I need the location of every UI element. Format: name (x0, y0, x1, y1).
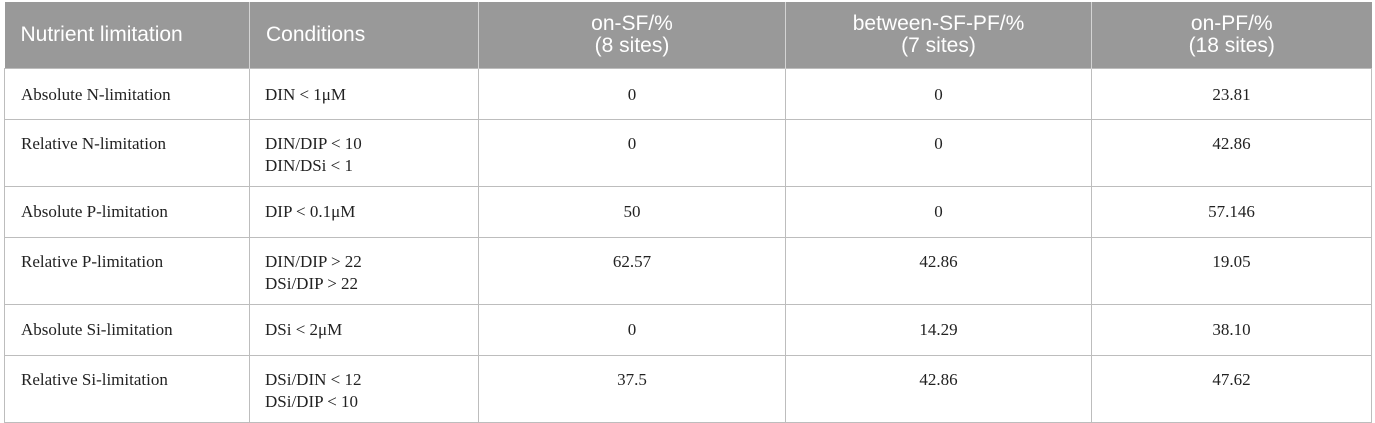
limitation-cell: Relative Si-limitation (4, 355, 250, 423)
limitation-cell: Absolute N-limitation (4, 68, 250, 120)
header-on-pf-label: on-PF/% (1190, 12, 1273, 35)
table-row: Absolute Si-limitation DSi < 2μM 0 14.29… (4, 304, 1372, 356)
limitation-cell: Absolute P-limitation (4, 186, 250, 238)
on-sf-value: 50 (478, 186, 786, 238)
header-conditions: Conditions (249, 2, 479, 69)
between-value: 42.86 (785, 355, 1092, 423)
condition-line: DIN < 1μM (265, 85, 347, 104)
between-value: 0 (785, 186, 1092, 238)
header-on-sf: on-SF/% (8 sites) (478, 2, 786, 69)
on-sf-value: 0 (478, 68, 786, 120)
condition-line: DSi/DIP > 22 (265, 274, 359, 293)
condition-line: DIN/DSi < 1 (265, 156, 353, 175)
on-pf-value: 42.86 (1091, 119, 1372, 187)
on-sf-value: 62.57 (478, 237, 786, 305)
between-value: 14.29 (785, 304, 1092, 356)
header-between-label: between-SF-PF/% (852, 12, 1025, 35)
table-row: Absolute N-limitation DIN < 1μM 0 0 23.8… (4, 68, 1372, 120)
conditions-cell: DSi/DIN < 12 DSi/DIP < 10 (249, 355, 479, 423)
table-row: Relative Si-limitation DSi/DIN < 12 DSi/… (4, 355, 1372, 423)
on-pf-value: 47.62 (1091, 355, 1372, 423)
conditions-cell: DIN/DIP < 10 DIN/DSi < 1 (249, 119, 479, 187)
condition-line: DIP < 0.1μM (265, 202, 356, 221)
limitation-cell: Absolute Si-limitation (4, 304, 250, 356)
condition-line: DIN/DIP > 22 (265, 252, 362, 271)
on-sf-value: 0 (478, 304, 786, 356)
header-between-sf-pf: between-SF-PF/% (7 sites) (785, 2, 1092, 69)
conditions-cell: DIP < 0.1μM (249, 186, 479, 238)
condition-line: DSi < 2μM (265, 320, 343, 339)
conditions-cell: DIN/DIP > 22 DSi/DIP > 22 (249, 237, 479, 305)
on-sf-value: 0 (478, 119, 786, 187)
between-value: 0 (785, 68, 1092, 120)
limitation-cell: Relative P-limitation (4, 237, 250, 305)
on-pf-value: 57.146 (1091, 186, 1372, 238)
between-value: 42.86 (785, 237, 1092, 305)
table-row: Absolute P-limitation DIP < 0.1μM 50 0 5… (4, 186, 1372, 238)
between-value: 0 (785, 119, 1092, 187)
on-pf-value: 19.05 (1091, 237, 1372, 305)
condition-line: DSi/DIP < 10 (265, 392, 359, 411)
table-row: Relative N-limitation DIN/DIP < 10 DIN/D… (4, 119, 1372, 187)
nutrient-limitation-table: Nutrient limitation Conditions on-SF/% (… (4, 2, 1372, 423)
limitation-cell: Relative N-limitation (4, 119, 250, 187)
header-on-sf-label: on-SF/% (591, 12, 673, 35)
condition-line: DIN/DIP < 10 (265, 134, 362, 153)
table-row: Relative P-limitation DIN/DIP > 22 DSi/D… (4, 237, 1372, 305)
conditions-cell: DSi < 2μM (249, 304, 479, 356)
on-sf-value: 37.5 (478, 355, 786, 423)
header-between-sites: (7 sites) (901, 34, 976, 57)
on-pf-value: 38.10 (1091, 304, 1372, 356)
conditions-cell: DIN < 1μM (249, 68, 479, 120)
header-on-pf: on-PF/% (18 sites) (1091, 2, 1372, 69)
condition-line: DSi/DIN < 12 (265, 370, 362, 389)
header-on-pf-sites: (18 sites) (1188, 34, 1275, 57)
header-on-sf-sites: (8 sites) (594, 34, 670, 57)
header-row: Nutrient limitation Conditions on-SF/% (… (4, 2, 1372, 69)
header-nutrient-limitation: Nutrient limitation (4, 2, 250, 69)
on-pf-value: 23.81 (1091, 68, 1372, 120)
